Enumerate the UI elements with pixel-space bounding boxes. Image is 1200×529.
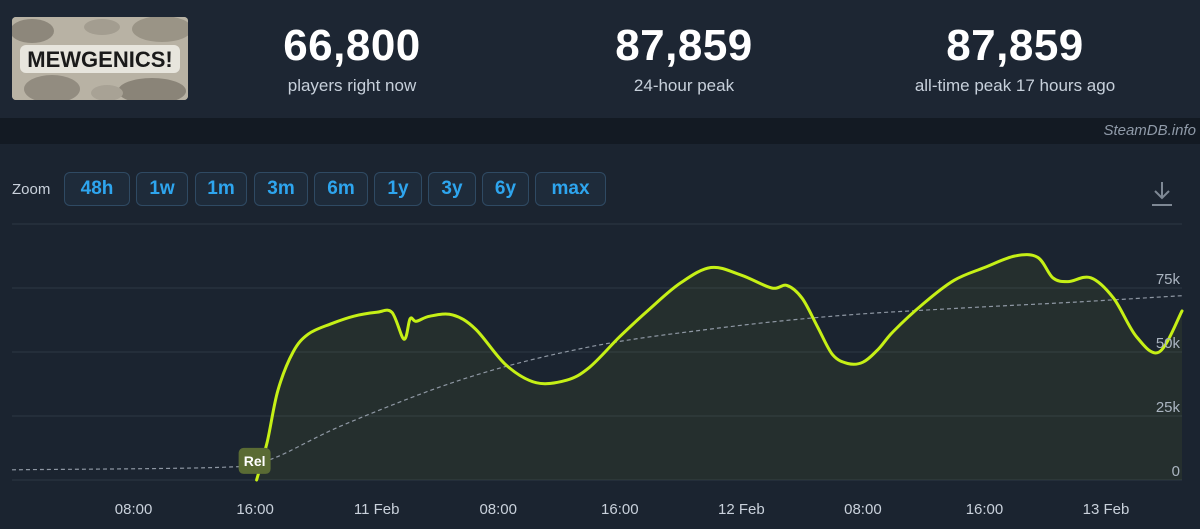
x-tick-label: 16:00 bbox=[236, 501, 274, 518]
game-logo[interactable]: MEWGENICS! bbox=[12, 17, 188, 100]
zoom-6m-button[interactable]: 6m bbox=[314, 172, 368, 206]
all-time-peak-value: 87,859 bbox=[946, 21, 1084, 70]
logo-text: MEWGENICS! bbox=[27, 47, 172, 72]
zoom-label: Zoom bbox=[12, 181, 51, 198]
zoom-1y-button[interactable]: 1y bbox=[374, 172, 422, 206]
player-area-fill bbox=[256, 254, 1183, 480]
brand-strip: SteamDB.info bbox=[0, 118, 1200, 144]
stat-24h-peak: 87,859 24-hour peak bbox=[564, 22, 804, 96]
logo-art: MEWGENICS! bbox=[12, 17, 188, 100]
y-tick-label: 0 bbox=[1172, 463, 1180, 480]
x-tick-label: 16:00 bbox=[966, 501, 1004, 518]
stat-current-players: 66,800 players right now bbox=[232, 22, 472, 96]
stats-header: MEWGENICS! 66,800 players right now 87,8… bbox=[0, 0, 1200, 118]
x-tick-label: 12 Feb bbox=[718, 501, 765, 518]
24h-peak-label: 24-hour peak bbox=[633, 76, 735, 95]
y-tick-label: 25k bbox=[1156, 399, 1181, 416]
current-players-value: 66,800 bbox=[283, 21, 421, 70]
zoom-max-button[interactable]: max bbox=[535, 172, 606, 206]
x-tick-label: 11 Feb bbox=[354, 501, 400, 518]
y-tick-label: 50k bbox=[1156, 335, 1181, 352]
download-icon[interactable] bbox=[1150, 180, 1174, 208]
release-marker-label: Rel bbox=[244, 453, 266, 469]
current-players-label: players right now bbox=[287, 76, 417, 95]
zoom-6y-button[interactable]: 6y bbox=[482, 172, 529, 206]
x-tick-label: 16:00 bbox=[601, 501, 639, 518]
x-tick-label: 08:00 bbox=[115, 501, 153, 518]
x-tick-label: 08:00 bbox=[844, 501, 882, 518]
release-marker[interactable] bbox=[238, 447, 271, 474]
stat-all-time-peak: 87,859 all-time peak 17 hours ago bbox=[885, 22, 1145, 96]
x-tick-label: 08:00 bbox=[479, 501, 517, 518]
chart-panel bbox=[0, 144, 1200, 529]
zoom-1m-button[interactable]: 1m bbox=[195, 172, 247, 206]
zoom-3y-button[interactable]: 3y bbox=[428, 172, 476, 206]
x-tick-label: 13 Feb bbox=[1083, 501, 1130, 518]
zoom-3m-button[interactable]: 3m bbox=[254, 172, 308, 206]
y-tick-label: 75k bbox=[1156, 271, 1181, 288]
trend-line bbox=[11, 295, 1183, 471]
all-time-peak-label: all-time peak 17 hours ago bbox=[914, 76, 1116, 95]
brand-link[interactable]: SteamDB.info bbox=[1103, 122, 1196, 139]
24h-peak-value: 87,859 bbox=[615, 21, 753, 70]
zoom-48h-button[interactable]: 48h bbox=[64, 172, 130, 206]
zoom-1w-button[interactable]: 1w bbox=[136, 172, 188, 206]
player-count-line[interactable] bbox=[255, 253, 1184, 482]
